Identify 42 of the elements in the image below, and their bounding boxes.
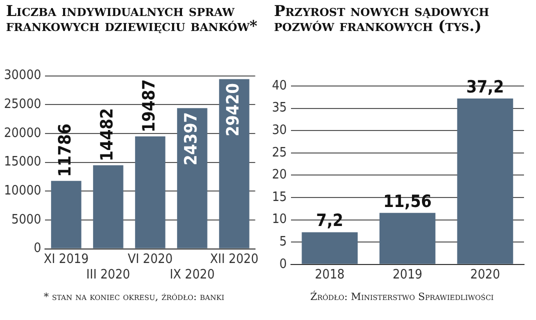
- y-tick-label: 15000: [4, 154, 42, 170]
- bar: [51, 180, 82, 248]
- y-tick-label: 20000: [4, 126, 42, 141]
- data-label: 19487: [140, 79, 160, 132]
- y-tick-label: 30000: [4, 68, 42, 84]
- x-tick-label: III 2020: [86, 268, 130, 283]
- text: Źródło: Ministerstwo Sprawiedliwości: [309, 292, 495, 303]
- bar: [177, 108, 208, 248]
- x-tick-label: 2019: [392, 268, 422, 283]
- y-tick-label: 10000: [4, 184, 42, 199]
- bar: [219, 79, 250, 248]
- chart-title: Przyrost nowych sądowych pozwów frankowych (tys.): [274, 2, 490, 35]
- x-tick-label: 2018: [314, 268, 345, 283]
- x-tick-label: 2020: [470, 268, 500, 283]
- y-tick-label: 35: [272, 100, 287, 116]
- y-tick-label: 10: [272, 212, 287, 228]
- y-tick-label: 25000: [4, 97, 42, 112]
- y-tick-label: 25: [272, 145, 287, 160]
- data-label: 14482: [98, 108, 118, 162]
- text: * stan na koniec okresu, źródło: banki: [42, 292, 226, 303]
- y-tick-label: 40: [272, 78, 287, 94]
- data-label: 24397: [182, 112, 202, 166]
- data-label: 11786: [56, 124, 76, 177]
- data-label: 29420: [224, 83, 244, 136]
- x-tick-label: XI 2019: [44, 252, 89, 267]
- y-tick-label: 20: [272, 168, 287, 183]
- y-tick-label: 5000: [11, 212, 42, 228]
- bar: [135, 136, 166, 248]
- x-tick-label: XII 2020: [210, 252, 258, 267]
- y-tick-label: 0: [279, 256, 287, 272]
- y-tick-label: 5: [279, 234, 287, 250]
- bar: [379, 212, 436, 264]
- bar: [302, 232, 358, 264]
- x-tick-label: IX 2020: [170, 268, 215, 283]
- y-tick-label: 0: [34, 241, 42, 256]
- x-tick-label: VI 2020: [128, 252, 173, 267]
- chart-title: Liczba indywidualnych spraw frankowych dziewięciu banków*: [6, 2, 258, 35]
- bar: [457, 98, 514, 264]
- data-label: 11,56: [383, 192, 432, 212]
- bar: [93, 165, 124, 248]
- y-tick-label: 15: [272, 190, 287, 205]
- y-tick-label: 30: [272, 122, 287, 138]
